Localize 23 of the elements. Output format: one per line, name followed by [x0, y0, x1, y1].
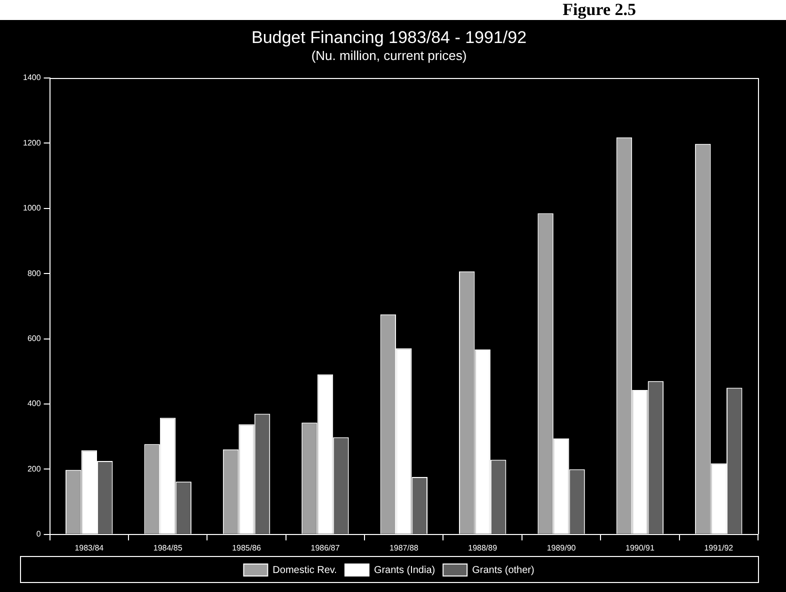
x-tick-label: 1987/88 [389, 543, 419, 552]
y-tick-label: 1200 [23, 138, 42, 148]
x-tick-label: 1988/89 [468, 543, 498, 552]
y-tick-label: 200 [27, 464, 42, 474]
legend-label: Grants (India) [374, 564, 436, 576]
y-tick-label: 400 [27, 399, 42, 408]
x-tick-label: 1986/87 [310, 543, 340, 552]
x-tick-label: 1985/86 [232, 543, 262, 552]
y-tick-label: 600 [27, 334, 42, 344]
legend-label: Grants (other) [472, 564, 534, 576]
chart-subtitle: (Nu. million, current prices) [311, 48, 467, 63]
y-tick-label: 800 [27, 268, 42, 278]
x-tick-label: 1991/92 [704, 543, 734, 552]
y-tick-label: 0 [36, 530, 42, 539]
x-tick-label: 1989/90 [546, 543, 576, 552]
legend-label: Domestic Rev. [272, 564, 337, 576]
caption: Figure 2.5 [562, 0, 636, 20]
chart-title: Budget Financing 1983/84 - 1991/92 [251, 28, 527, 47]
x-tick-label: 1990/91 [626, 543, 655, 552]
x-tick-label: 1984/85 [153, 543, 183, 552]
y-tick-label: 1000 [23, 204, 42, 213]
y-tick-label: 1400 [23, 73, 42, 82]
x-tick-label: 1983/84 [74, 543, 104, 552]
